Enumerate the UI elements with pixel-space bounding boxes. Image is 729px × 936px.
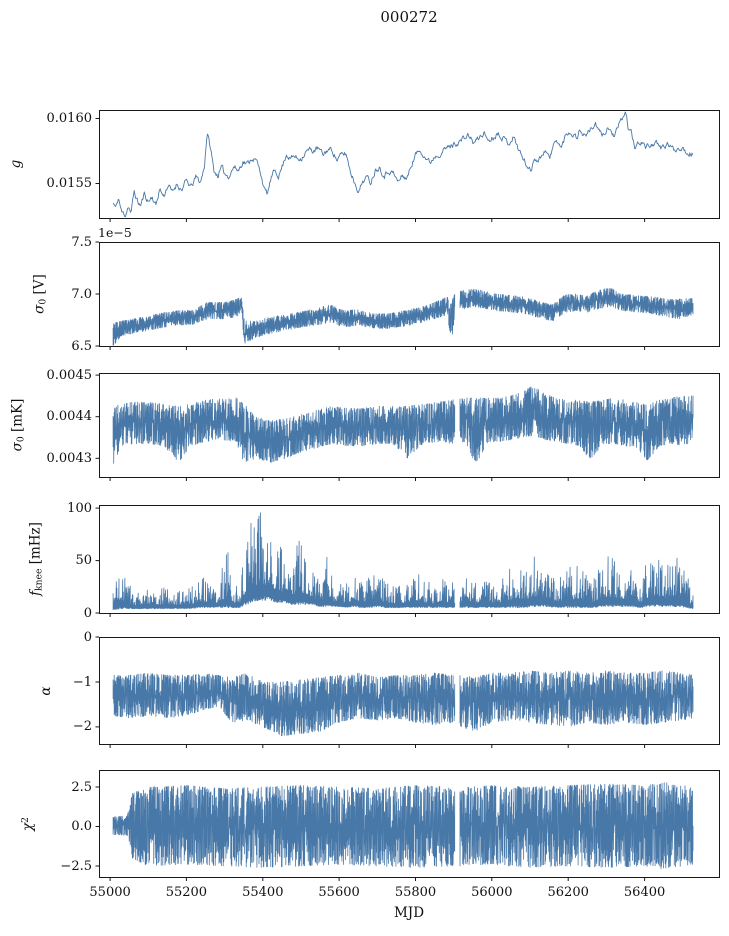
x-axis-tick-label: 56000 (471, 885, 513, 900)
x-axis-tick-label: 56200 (547, 885, 589, 900)
panel-g-ytick-label: 0.0160 (46, 111, 93, 126)
panel-alpha-y-axis-label: α (38, 686, 54, 695)
panel-sigma0-mK-spine (99, 373, 720, 478)
ylabel-part: σ (31, 304, 48, 314)
x-axis-label: MJD (393, 905, 425, 921)
panel-chi2-ytick-label: 0.0 (71, 819, 92, 834)
panel-alpha-series-path (112, 670, 694, 737)
ylabel-part: [mK] (9, 398, 26, 437)
panel-alpha-ytick-label: −2 (72, 719, 92, 735)
ylabel-part: g (8, 159, 24, 169)
panel-chi2-ytick-label: −2.5 (60, 858, 92, 874)
x-axis-tick-label: 56400 (623, 885, 666, 900)
panel-sigma0-V-y-axis-label: σ0 [V] (31, 274, 48, 314)
ylabel-part: [V] (31, 274, 48, 299)
ylabel-part: f (27, 590, 44, 596)
ylabel-part: α (38, 685, 54, 696)
x-axis-tick-label: 55600 (318, 885, 360, 900)
panel-chi2-spine (99, 770, 720, 878)
panel-alpha-spine (99, 637, 720, 745)
ylabel-part: [mHz] (27, 522, 44, 569)
panel-sigma0-V-ytick-label: 7.0 (71, 286, 92, 302)
ylabel-part: χ (20, 822, 37, 831)
panel-sigma0-V-offset-text: 1e−5 (98, 225, 132, 240)
panel-fknee-ytick-label: 100 (67, 500, 92, 516)
panel-chi2-y-axis-label: χ2 (20, 816, 36, 830)
panel-alpha-ytick-label: 0 (83, 629, 92, 645)
panel-sigma0-V-series-path (112, 288, 694, 346)
panel-g-spine (99, 110, 720, 219)
ylabel-part: 0 (37, 298, 49, 305)
panel-g-series-path (112, 111, 694, 218)
panel-fknee-series-path (112, 512, 694, 611)
x-axis-tick-label: 55200 (165, 885, 208, 900)
panel-sigma0-mK-ytick-label: 0.0045 (46, 367, 93, 383)
panel-sigma0-V-ytick-label: 6.5 (71, 338, 92, 354)
panel-sigma0-mK-y-axis-label: σ0 [mK] (9, 399, 26, 452)
plot-title: 000272 (380, 8, 438, 26)
x-axis-tick-label: 55000 (89, 885, 131, 900)
panel-sigma0-mK-ytick-label: 0.0043 (46, 450, 93, 466)
panel-fknee-ytick-label: 0 (83, 605, 92, 621)
panel-fknee-ytick-label: 50 (75, 553, 92, 569)
ylabel-part: σ (9, 442, 26, 452)
ylabel-part: knee (33, 568, 45, 591)
x-axis-tick-label: 55400 (242, 885, 284, 900)
x-axis-tick-label: 55800 (394, 885, 437, 900)
panel-g-ytick-label: 0.0155 (46, 176, 93, 191)
panel-sigma0-mK-series-path (112, 386, 694, 464)
ylabel-part: 0 (15, 436, 27, 443)
panel-chi2-series-path (112, 782, 694, 870)
panel-g-y-axis-label: g (8, 160, 24, 169)
ylabel-part: 2 (19, 816, 31, 823)
panel-chi2-ytick-label: 2.5 (71, 779, 92, 795)
panel-sigma0-V-spine (99, 242, 720, 347)
panel-alpha-ytick-label: −1 (72, 674, 92, 690)
panel-sigma0-mK-ytick-label: 0.0044 (46, 409, 93, 425)
panel-sigma0-V-ytick-label: 7.5 (71, 234, 92, 250)
panel-fknee-y-axis-label: fknee [mHz] (27, 522, 44, 596)
panel-fknee-spine (99, 505, 720, 614)
